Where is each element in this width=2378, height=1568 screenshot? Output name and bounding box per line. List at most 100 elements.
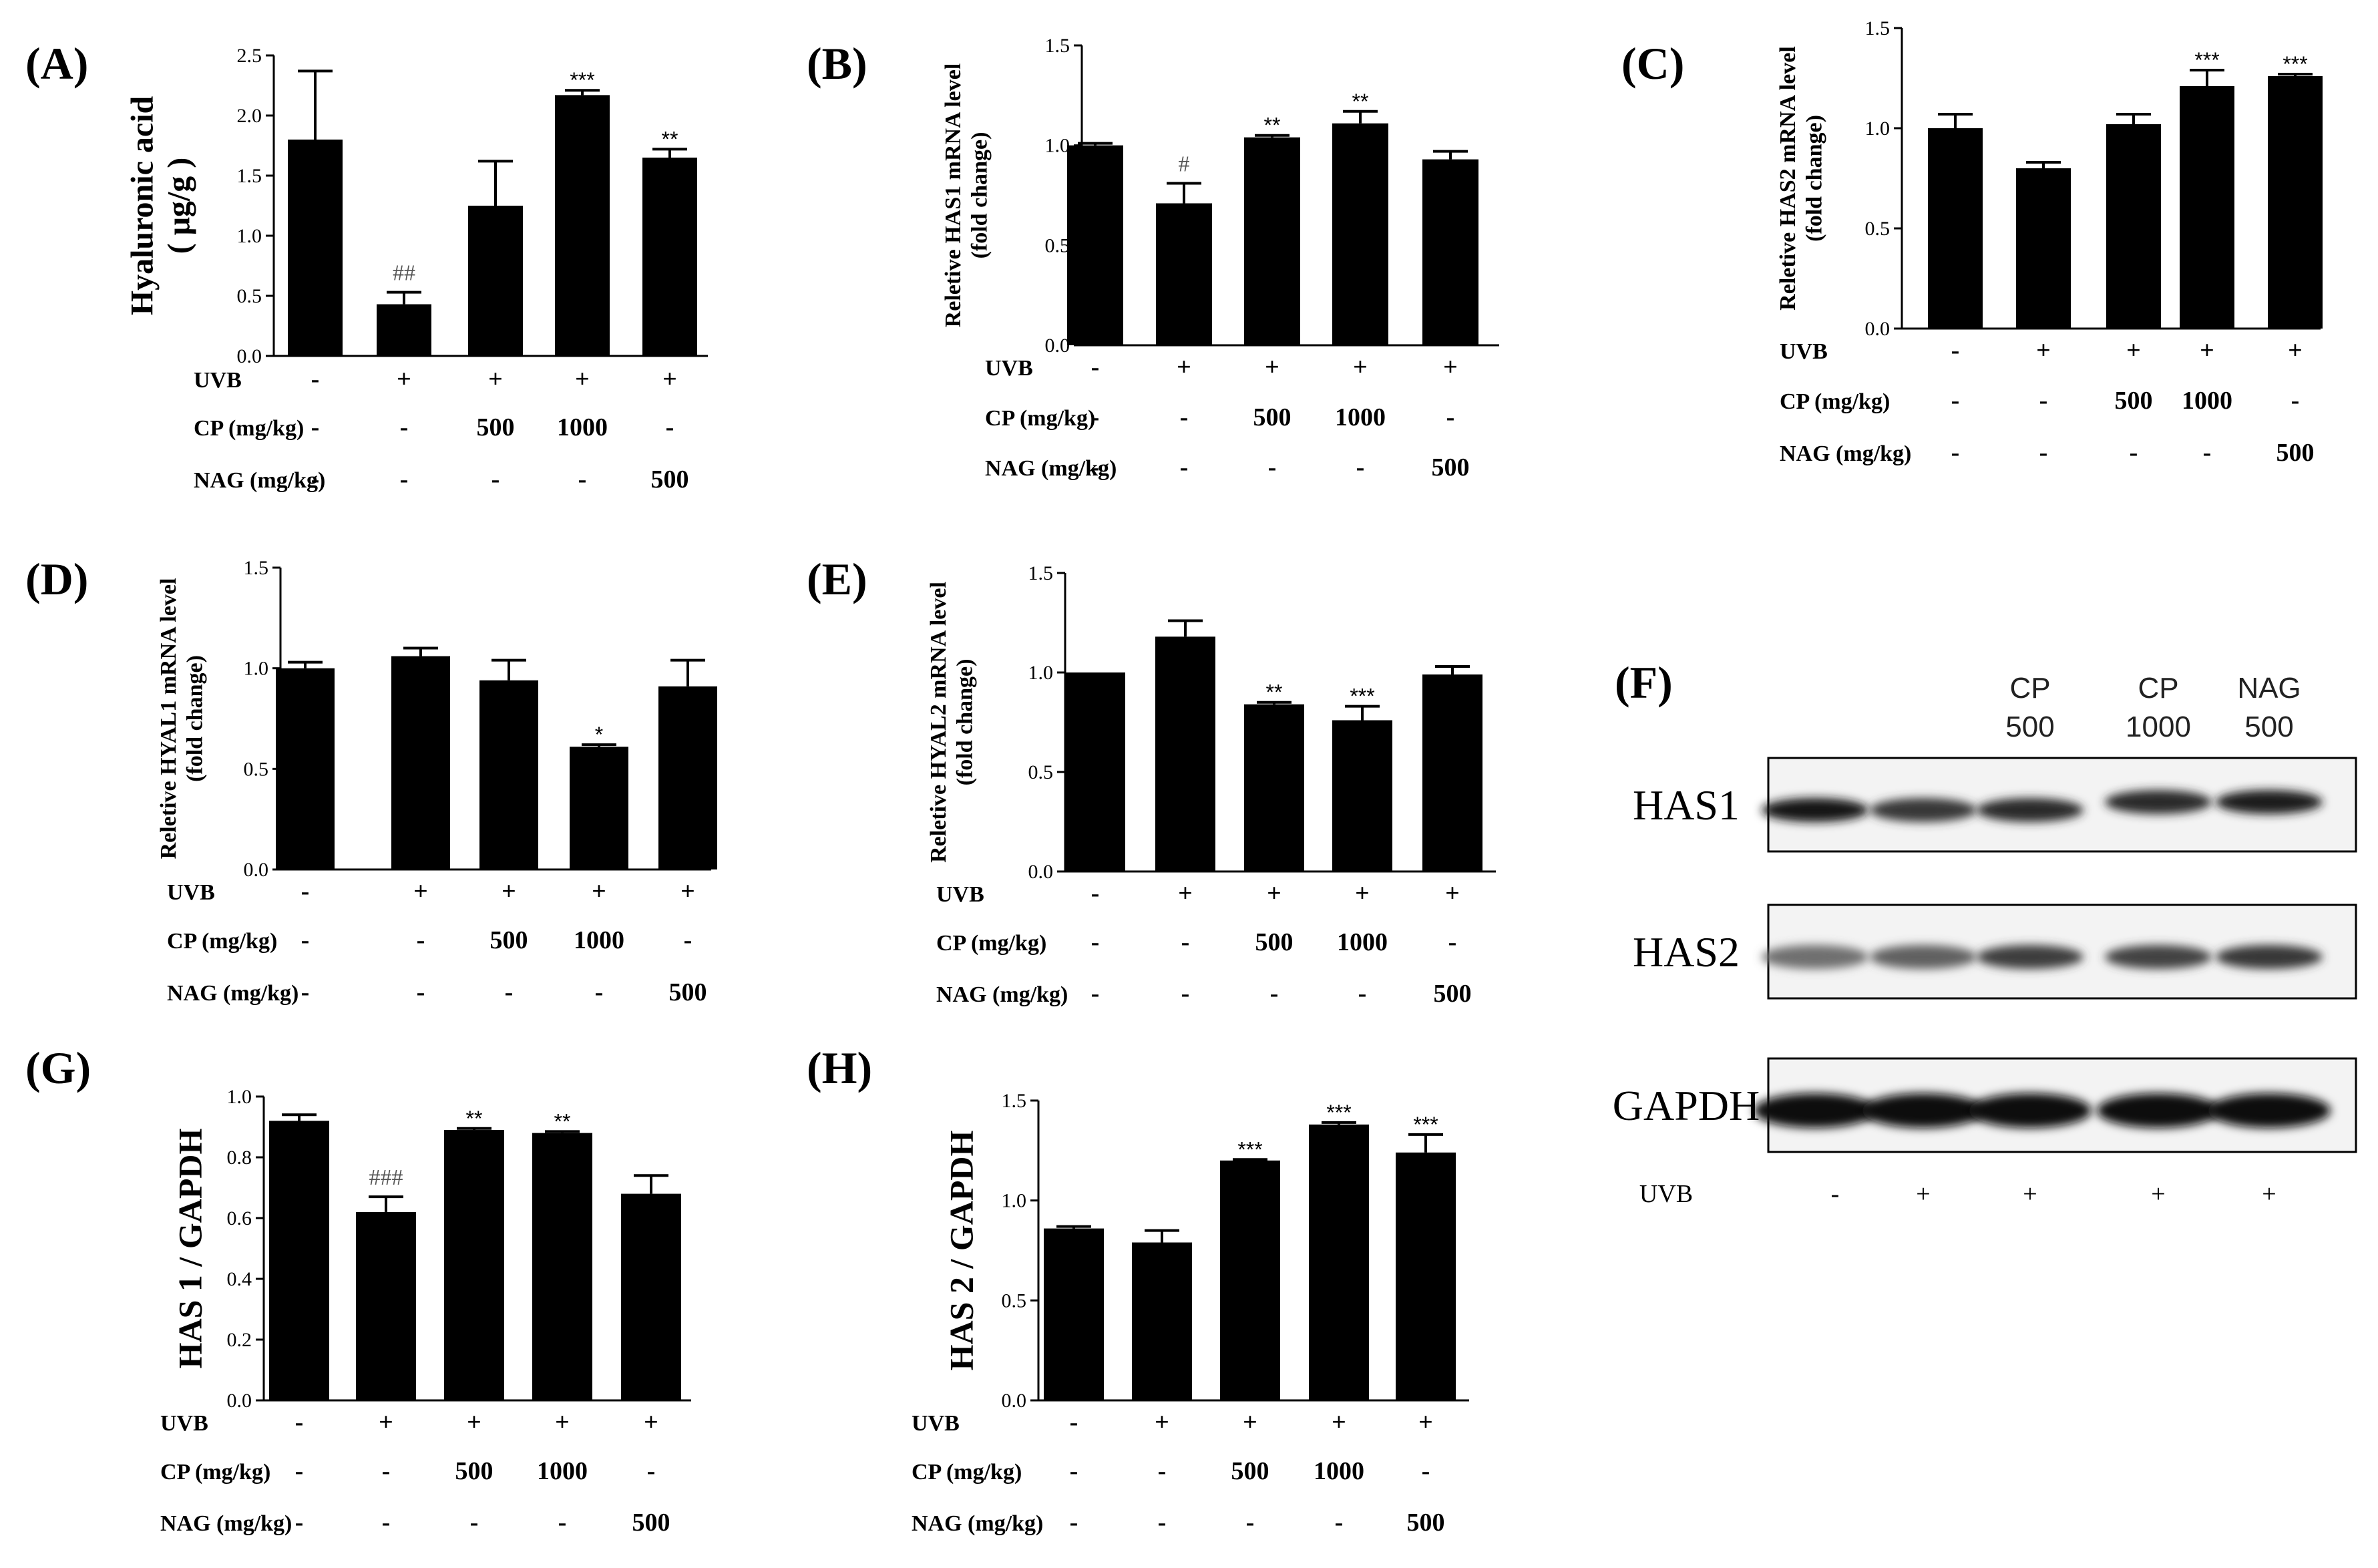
y-axis-label: Reletive HAS2 mRNA level (1776, 46, 1800, 311)
y-axis-label: (fold change) (182, 655, 207, 782)
blot-band (1969, 1093, 2092, 1128)
cp-cell: 1000 (574, 926, 624, 954)
nag-cell: - (470, 1509, 479, 1537)
chart-b: (B) Reletive HAS1 mRNA level (fold change)… (807, 35, 1499, 481)
nag-cell: - (595, 978, 604, 1006)
significance-mark: *** (1413, 1113, 1438, 1137)
significance-mark: * (595, 723, 603, 747)
cp-cell: 500 (2115, 387, 2153, 415)
uvb-cell: + (1178, 879, 1193, 908)
nag-cell: 500 (651, 465, 689, 494)
nag-cell: 500 (1407, 1509, 1445, 1537)
nag-cell: 500 (632, 1509, 670, 1537)
y-tick-label: 1.0 (1045, 135, 1070, 157)
y-tick-label: 0.8 (227, 1147, 252, 1169)
cp-row-label: CP (mg/kg) (194, 416, 304, 441)
chart-d: (D) Reletive HYAL1 mRNA level (fold change… (25, 554, 717, 1006)
nag-cell: - (2039, 439, 2048, 467)
nag-cell: - (295, 1509, 304, 1537)
blot-band (1870, 945, 1977, 969)
significance-mark: *** (2194, 48, 2219, 72)
uvb-cell: + (592, 877, 606, 906)
nag-cell: - (1181, 980, 1190, 1008)
bar (1928, 128, 1983, 329)
chart-c: (C) Reletive HAS2 mRNA level (fold change)… (1621, 17, 2323, 467)
nag-cell: - (558, 1509, 567, 1537)
uvb-cell: + (1443, 353, 1458, 381)
uvb-row-label: UVB (167, 880, 215, 905)
uvb-cell: + (2288, 337, 2303, 365)
y-tick-label: 1.0 (237, 225, 262, 247)
y-tick-label: 0.5 (1045, 234, 1070, 256)
uvb-cell: + (1916, 1180, 1930, 1208)
nag-cell: 500 (2276, 439, 2315, 467)
y-tick-label: 0.0 (1045, 335, 1070, 357)
cp-cell: - (1091, 403, 1100, 431)
cp-cell: 1000 (1337, 928, 1388, 956)
bar (658, 686, 717, 869)
uvb-cell: + (1418, 1408, 1433, 1436)
significance-mark: *** (1350, 684, 1374, 709)
nag-cell: 500 (1434, 980, 1472, 1008)
nag-row-label: NAG (mg/kg) (167, 981, 299, 1006)
y-tick-label: 1.5 (1028, 562, 1054, 584)
y-tick-label: 1.0 (1865, 118, 1891, 140)
y-tick-label: 0.0 (1865, 318, 1891, 340)
y-tick-label: 0.0 (227, 1390, 252, 1412)
y-axis-label: ( μg/g ) (162, 158, 197, 254)
y-tick-label: 0.5 (1002, 1290, 1027, 1312)
cp-cell: - (666, 413, 674, 441)
bar (356, 1211, 416, 1400)
y-tick-label: 0.5 (1865, 218, 1891, 240)
uvb-row-label: UVB (985, 356, 1033, 381)
blot-band (2208, 1093, 2331, 1128)
cp-cell: - (2291, 387, 2300, 415)
uvb-cell: + (502, 877, 516, 906)
bar (1309, 1124, 1369, 1400)
cp-row-label: CP (mg/kg) (167, 929, 277, 954)
significance-mark: ** (1352, 89, 1369, 114)
blot-band (1862, 1093, 1985, 1128)
nag-row-label: NAG (mg/kg) (194, 468, 325, 493)
lane-header: 500 (2244, 711, 2293, 743)
nag-cell: - (491, 465, 500, 494)
panel-letter: (A) (25, 38, 88, 89)
blot-band (1754, 1093, 1876, 1128)
uvb-cell: + (1243, 1408, 1257, 1436)
nag-cell: - (1158, 1509, 1167, 1537)
y-tick-label: 0.6 (227, 1207, 252, 1229)
uvb-cell: + (644, 1408, 658, 1436)
bar (288, 140, 343, 356)
nag-cell: - (505, 978, 514, 1006)
cp-cell: - (1091, 928, 1100, 956)
uvb-cell: + (1445, 879, 1460, 908)
uvb-cell: - (1831, 1180, 1840, 1208)
nag-row-label: NAG (mg/kg) (160, 1511, 292, 1536)
uvb-cell: + (1353, 353, 1368, 381)
y-axis-label: Hyaluronic acid (124, 95, 160, 315)
cp-cell: - (684, 926, 692, 954)
uvb-cell: + (488, 365, 503, 393)
y-tick-label: 0.0 (1028, 861, 1054, 883)
cp-cell: - (1070, 1457, 1078, 1485)
y-tick-label: 0.0 (1002, 1390, 1027, 1412)
cp-cell: - (2039, 387, 2048, 415)
uvb-row-label: UVB (936, 882, 984, 907)
cp-cell: 1000 (557, 413, 608, 441)
cp-cell: 500 (455, 1457, 493, 1485)
bar (1156, 203, 1212, 345)
uvb-cell: + (1177, 353, 1191, 381)
y-tick-label: 1.0 (227, 1086, 252, 1108)
cp-cell: - (1951, 387, 1960, 415)
lane-header: CP (2009, 672, 2050, 705)
cp-cell: - (1448, 928, 1457, 956)
uvb-cell: + (1155, 1408, 1169, 1436)
cp-row-label: CP (mg/kg) (1780, 389, 1890, 414)
cp-row-label: CP (mg/kg) (912, 1460, 1022, 1485)
nag-row-label: NAG (mg/kg) (985, 456, 1117, 481)
uvb-row-label: UVB (912, 1411, 960, 1436)
significance-mark: *** (1237, 1137, 1262, 1161)
y-tick-label: 0.0 (237, 345, 262, 367)
nag-cell: - (400, 465, 409, 494)
bar (1067, 145, 1123, 345)
